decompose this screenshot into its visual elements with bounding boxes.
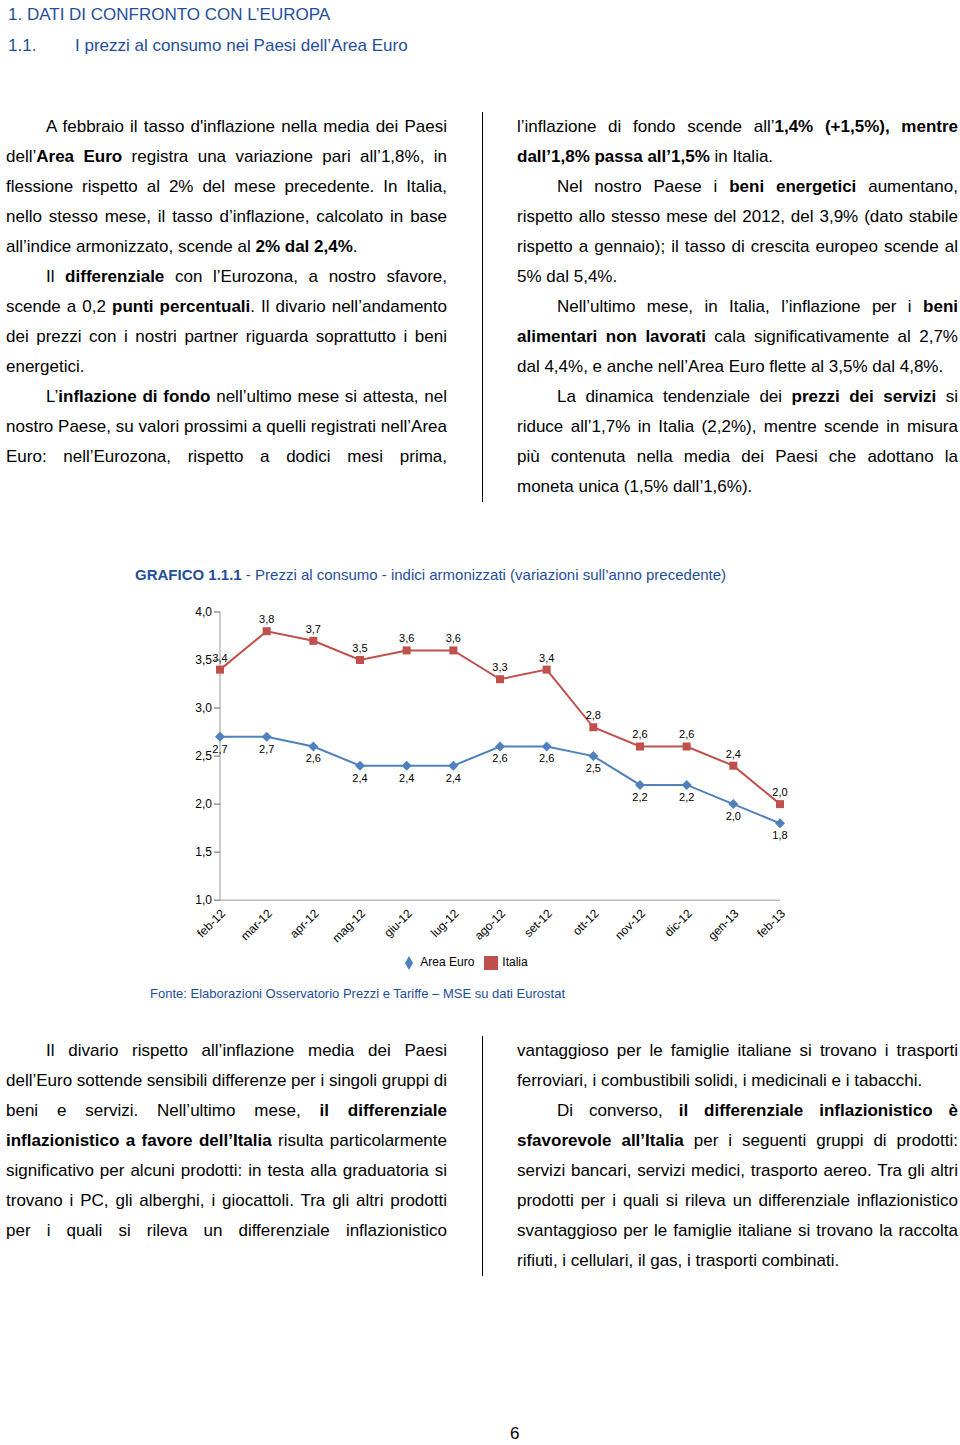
svg-text:dic-12: dic-12 (662, 906, 695, 939)
svg-text:2,6: 2,6 (306, 752, 321, 764)
html-text:Italia: Italia (502, 955, 528, 970)
svg-text:3,6: 3,6 (446, 632, 461, 644)
svg-text:2,0: 2,0 (726, 810, 741, 822)
svg-text:3,5: 3,5 (352, 642, 367, 654)
svg-text:2,8: 2,8 (586, 709, 601, 721)
svg-text:lug-12: lug-12 (428, 906, 462, 940)
svg-text:3,6: 3,6 (399, 632, 414, 644)
html-text:Il divario rispetto all’inflaz: Il divario rispetto all’inflazione media… (6, 1041, 958, 1240)
svg-text:1,5: 1,5 (195, 845, 212, 859)
svg-text:2,4: 2,4 (726, 748, 741, 760)
svg-text:nov-12: nov-12 (612, 906, 648, 942)
html-text:I prezzi al consumo nei Paesi: I prezzi al consumo nei Paesi dell’Area … (75, 36, 408, 55)
svg-text:2,7: 2,7 (259, 743, 274, 755)
svg-text:2,5: 2,5 (586, 762, 601, 774)
svg-text:2,6: 2,6 (492, 752, 507, 764)
html-text:1.1.: 1.1. (8, 36, 37, 55)
html-text:1. DATI DI CONFRONTO CON L’EUR: 1. DATI DI CONFRONTO CON L’EUROPA (8, 5, 331, 24)
svg-text:feb-12: feb-12 (194, 906, 228, 940)
svg-text:3,8: 3,8 (259, 613, 274, 625)
svg-text:2,7: 2,7 (212, 743, 227, 755)
html-text:La dinamica tendenziale dei pr: La dinamica tendenziale dei prezzi dei s… (517, 387, 958, 496)
svg-text:1,0: 1,0 (195, 893, 212, 907)
html-text:Area Euro: Area Euro (420, 955, 475, 970)
html-text:Nel nostro Paese i beni energe: Nel nostro Paese i beni energetici aumen… (517, 177, 958, 286)
html-text:L’ inflazione di fondo nell’ul: L’ inflazione di fondo nell’ultimo mese … (6, 117, 958, 466)
html-text:6: 6 (510, 1424, 520, 1443)
svg-text:mar-12: mar-12 (238, 906, 275, 943)
svg-text:3,4: 3,4 (212, 652, 227, 664)
svg-text:2,5: 2,5 (195, 749, 212, 763)
svg-text:2,4: 2,4 (399, 772, 414, 784)
html-text:A febbraio il tasso d'inflazio: A febbraio il tasso d'inflazione nella m… (6, 117, 447, 256)
html-text:Il differenziale con l’Eurozon: Il differenziale con l’Eurozona, a nostr… (6, 267, 447, 376)
svg-text:2,6: 2,6 (679, 728, 694, 740)
svg-text:feb-13: feb-13 (754, 906, 788, 940)
svg-text:4,0: 4,0 (195, 605, 212, 619)
svg-text:3,4: 3,4 (539, 652, 554, 664)
svg-text:giu-12: giu-12 (381, 906, 415, 940)
svg-text:2,4: 2,4 (446, 772, 461, 784)
svg-text:2,6: 2,6 (539, 752, 554, 764)
svg-text:2,6: 2,6 (632, 728, 647, 740)
svg-text:3,7: 3,7 (306, 623, 321, 635)
svg-text:ott-12: ott-12 (570, 906, 602, 938)
svg-text:3,0: 3,0 (195, 701, 212, 715)
svg-text:1,8: 1,8 (772, 829, 787, 841)
svg-text:apr-12: apr-12 (287, 906, 322, 941)
svg-text:2,4: 2,4 (352, 772, 367, 784)
svg-text:3,5: 3,5 (195, 653, 212, 667)
svg-text:gen-13: gen-13 (705, 906, 742, 943)
svg-text:ago-12: ago-12 (472, 906, 509, 943)
html-text:GRAFICO 1.1.1 - Prezzi al cons: GRAFICO 1.1.1 - Prezzi al consumo - indi… (135, 566, 727, 583)
svg-text:mag-12: mag-12 (329, 906, 368, 945)
svg-text:2,0: 2,0 (772, 786, 787, 798)
svg-text:3,3: 3,3 (492, 661, 507, 673)
html-text:Nell’ultimo mese, in Italia, l: Nell’ultimo mese, in Italia, l’inflazion… (517, 297, 958, 376)
svg-text:2,2: 2,2 (679, 791, 694, 803)
svg-text:2,2: 2,2 (632, 791, 647, 803)
svg-text:set-12: set-12 (521, 906, 555, 940)
svg-text:2,0: 2,0 (195, 797, 212, 811)
html-text:Di converso, il differenziale: Di converso, il differenziale inflazioni… (517, 1101, 958, 1270)
html-text:Fonte: Elaborazioni Osservator: Fonte: Elaborazioni Osservatorio Prezzi … (150, 986, 565, 1001)
